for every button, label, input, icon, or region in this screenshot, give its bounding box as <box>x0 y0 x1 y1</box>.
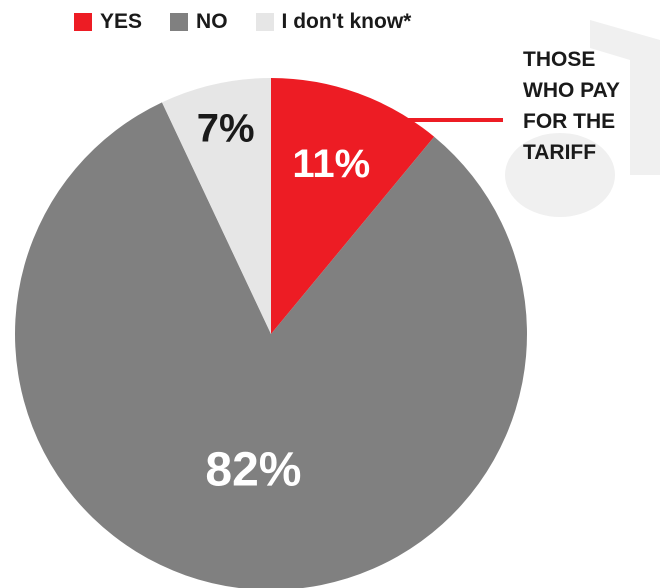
annotation-line: TARIFF <box>523 141 597 164</box>
data-label-dont-know: 7% <box>197 107 255 151</box>
annotation-line: WHO PAY <box>523 79 620 102</box>
annotation-line: THOSE <box>523 48 596 71</box>
legend-label-yes: YES <box>100 10 143 33</box>
annotation-those-who-pay: THOSE WHO PAY FOR THE TARIFF <box>523 44 663 168</box>
pie-slice-no <box>15 102 527 588</box>
legend-swatch-no <box>170 13 189 31</box>
data-label-no: 82% <box>205 444 301 497</box>
pie-slice-yes <box>271 78 435 334</box>
legend-swatch-yes <box>74 13 92 31</box>
pie-data-labels: 11% 82% 7% <box>197 107 371 497</box>
legend-label-dont-know: I don't know* <box>281 10 412 33</box>
pie-slice-dont-know <box>162 78 271 334</box>
watermark-music-note-icon <box>505 20 660 217</box>
legend-item-yes: YES <box>74 10 142 34</box>
annotation-line: FOR THE <box>523 110 616 133</box>
chart-legend: YES NO I don't know* <box>74 8 439 36</box>
legend-label-no: NO <box>196 10 228 33</box>
data-label-yes: 11% <box>292 142 370 186</box>
legend-swatch-dont-know <box>255 13 274 31</box>
legend-item-dont-know: I don't know* <box>255 10 412 34</box>
pie-slices <box>15 78 527 588</box>
legend-item-no: NO <box>170 10 228 34</box>
